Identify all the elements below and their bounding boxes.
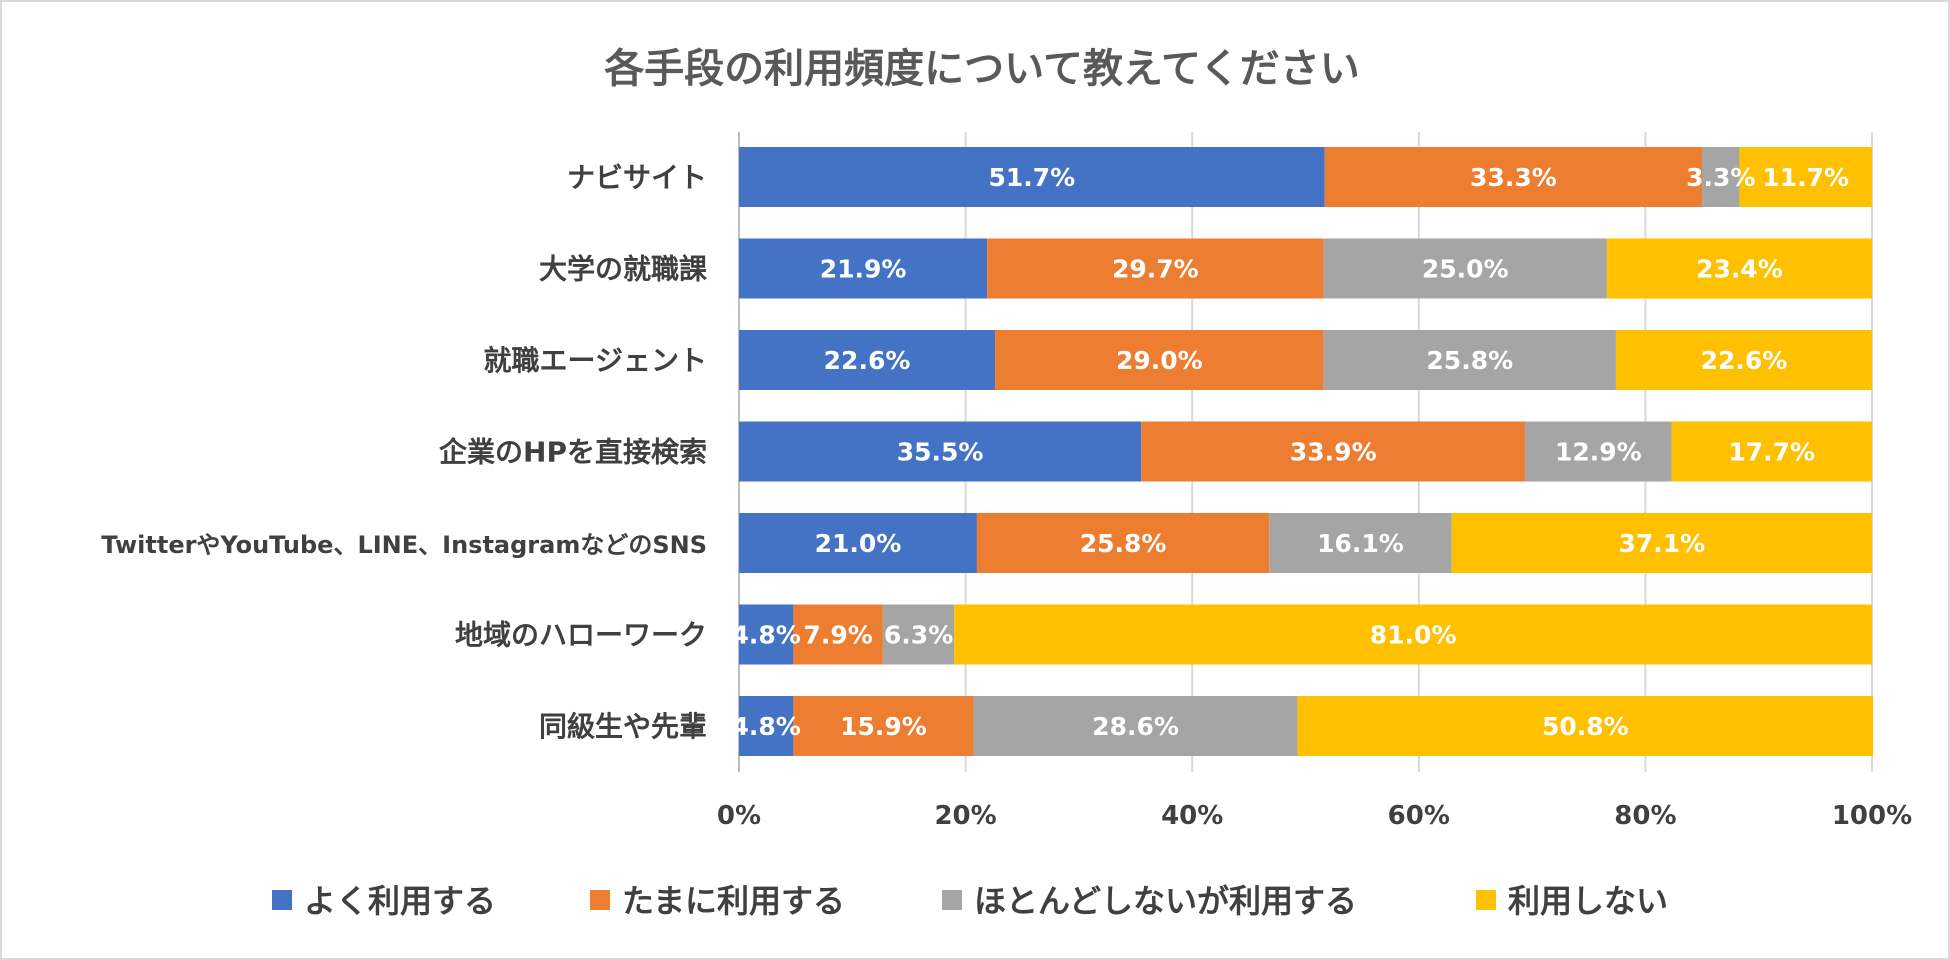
legend-swatch xyxy=(272,890,292,910)
bar-segment xyxy=(739,421,1142,482)
bar-segment xyxy=(793,604,883,665)
data-label: 12.9% xyxy=(1555,438,1642,467)
data-label: 21.0% xyxy=(815,529,902,558)
bar-segment xyxy=(739,238,988,299)
x-tick-label: 20% xyxy=(934,801,996,831)
data-label: 25.0% xyxy=(1422,255,1509,284)
data-label: 33.9% xyxy=(1290,438,1377,467)
bar-segment xyxy=(793,696,974,756)
bar-segment xyxy=(1324,147,1703,207)
data-label: 16.1% xyxy=(1317,529,1404,558)
data-label: 35.5% xyxy=(897,438,984,467)
x-axis-ticks: 0% 20% 40% 60% 80% 100% xyxy=(717,801,1912,831)
bar-segment xyxy=(1525,421,1672,482)
data-label: 3.3% xyxy=(1686,163,1755,192)
data-label: 22.6% xyxy=(824,346,911,375)
legend-item: たまに利用する xyxy=(590,882,845,920)
data-label: 37.1% xyxy=(1618,529,1705,558)
data-label: 17.7% xyxy=(1728,438,1815,467)
data-label: 81.0% xyxy=(1370,621,1457,650)
data-label: 6.3% xyxy=(884,621,953,650)
data-label: 7.9% xyxy=(803,621,872,650)
legend-item: よく利用する xyxy=(272,882,496,920)
bar-segment xyxy=(1141,421,1526,482)
legend-swatch xyxy=(1476,890,1496,910)
bar-segment xyxy=(1323,330,1616,390)
bar-segment xyxy=(1451,513,1872,573)
data-label: 25.8% xyxy=(1426,346,1513,375)
category-label: TwitterやYouTube、LINE、InstagramなどのSNS xyxy=(101,531,707,559)
bar-segment xyxy=(995,330,1324,390)
chart-title: 各手段の利用頻度について教えてください xyxy=(604,46,1360,92)
bar-segment xyxy=(1739,147,1872,207)
category-label: 大学の就職課 xyxy=(539,253,708,286)
data-label: 28.6% xyxy=(1092,712,1179,741)
legend: よく利用する たまに利用する ほとんどしないが利用する 利用しない xyxy=(272,882,1668,920)
bar-segment xyxy=(973,696,1298,756)
legend-label: よく利用する xyxy=(304,882,496,920)
data-label: 50.8% xyxy=(1542,712,1629,741)
bar-segment xyxy=(1606,238,1872,299)
data-label: 11.7% xyxy=(1762,163,1849,192)
bar-segment xyxy=(976,513,1270,573)
data-label: 4.8% xyxy=(732,712,801,741)
legend-swatch xyxy=(590,890,610,910)
category-label: 地域のハローワーク xyxy=(455,619,707,652)
data-label: 23.4% xyxy=(1696,255,1783,284)
data-labels: 51.7% 33.3% 3.3% 11.7% 21.9% 29.7% 25.0% 23.4% 2… xyxy=(732,163,1850,741)
legend-swatch xyxy=(942,890,962,910)
bar-segment xyxy=(1297,696,1874,756)
data-label: 29.7% xyxy=(1112,255,1199,284)
data-label: 51.7% xyxy=(989,163,1076,192)
bars xyxy=(739,147,1874,756)
x-tick-label: 60% xyxy=(1388,801,1450,831)
bar-segment xyxy=(739,696,794,756)
data-label: 4.8% xyxy=(732,621,801,650)
data-label: 15.9% xyxy=(840,712,927,741)
data-label: 22.6% xyxy=(1701,346,1788,375)
legend-label: 利用しない xyxy=(1508,882,1668,920)
x-tick-label: 0% xyxy=(717,801,761,831)
data-label: 33.3% xyxy=(1470,163,1557,192)
bar-segment xyxy=(739,513,977,573)
category-label: 企業のHPを直接検索 xyxy=(439,436,707,469)
legend-item: ほとんどしないが利用する xyxy=(942,882,1357,920)
legend-label: ほとんどしないが利用する xyxy=(974,882,1357,920)
category-label: ナビサイト xyxy=(567,161,707,194)
bar-segment xyxy=(1269,513,1452,573)
data-label: 21.9% xyxy=(820,255,907,284)
bar-segment xyxy=(739,147,1325,207)
bar-segment xyxy=(954,604,1872,665)
bar-segment xyxy=(1702,147,1740,207)
x-tick-label: 100% xyxy=(1832,801,1912,831)
data-label: 29.0% xyxy=(1116,346,1203,375)
bar-segment xyxy=(1671,421,1872,482)
bar-segment xyxy=(739,330,996,390)
x-tick-label: 80% xyxy=(1614,801,1676,831)
bar-segment xyxy=(1615,330,1872,390)
category-label: 就職エージェント xyxy=(484,344,707,377)
x-tick-label: 40% xyxy=(1161,801,1223,831)
bar-segment xyxy=(987,238,1324,299)
legend-item: 利用しない xyxy=(1476,882,1668,920)
bar-segment xyxy=(739,604,794,665)
bar-segment xyxy=(882,604,955,665)
category-label: 同級生や先輩 xyxy=(539,710,707,743)
data-label: 25.8% xyxy=(1080,529,1167,558)
legend-label: たまに利用する xyxy=(622,882,845,920)
bar-segment xyxy=(1323,238,1607,299)
